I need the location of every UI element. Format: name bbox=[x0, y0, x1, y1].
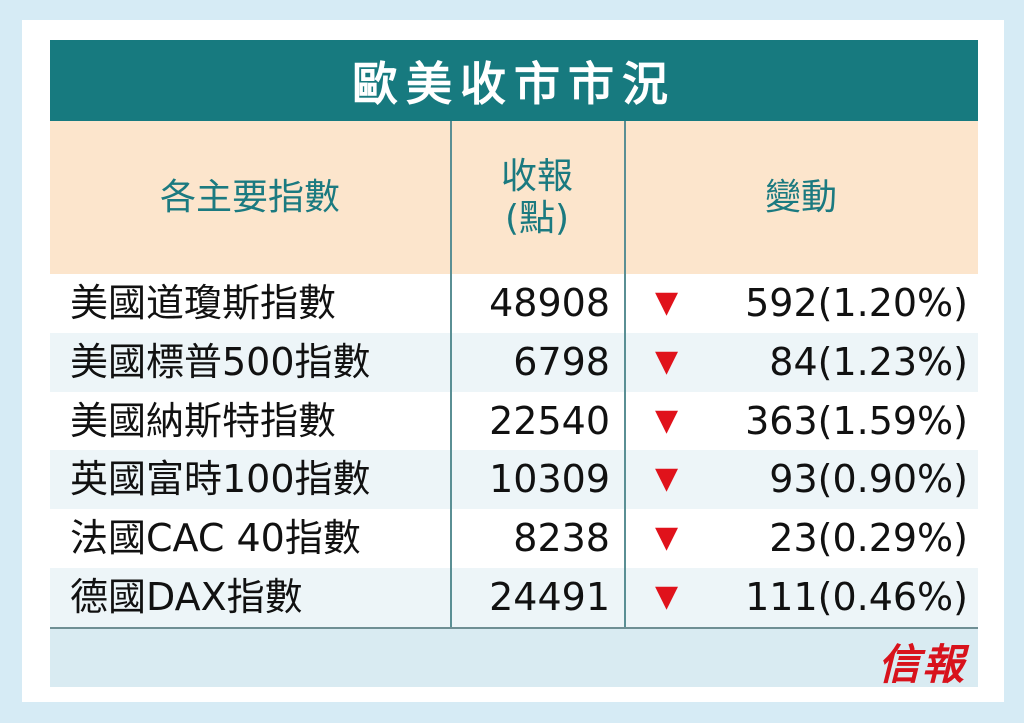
table-row: 美國納斯特指數 22540 ▼ 363(1.59%) bbox=[50, 391, 978, 451]
change-value: 363(1.59%) bbox=[745, 398, 968, 443]
down-arrow-icon: ▼ bbox=[655, 285, 679, 320]
down-arrow-icon: ▼ bbox=[655, 579, 679, 614]
index-name: 法國CAC 40指數 bbox=[70, 516, 361, 561]
header-index: 各主要指數 bbox=[50, 121, 450, 274]
close-value: 22540 bbox=[489, 398, 610, 443]
down-arrow-icon: ▼ bbox=[655, 520, 679, 556]
close-value: 24491 bbox=[489, 575, 610, 619]
header-row: 各主要指數 收報 (點) 變動 bbox=[50, 121, 978, 274]
close-value: 6798 bbox=[513, 339, 610, 384]
table-row: 法國CAC 40指數 8238 ▼ 23(0.29%) bbox=[50, 509, 978, 568]
index-name: 美國標普500指數 bbox=[70, 339, 371, 384]
table-row: 美國標普500指數 6798 ▼ 84(1.23%) bbox=[50, 332, 978, 392]
publisher-logo: 信報 bbox=[877, 640, 966, 689]
change-value: 23(0.29%) bbox=[769, 516, 968, 561]
index-name: 美國納斯特指數 bbox=[70, 398, 337, 443]
header-change-label: 變動 bbox=[764, 176, 837, 218]
close-value: 10309 bbox=[489, 457, 610, 502]
change-value: 93(0.90%) bbox=[769, 457, 968, 502]
table-row: 美國道瓊斯指數 48908 ▼ 592(1.20%) bbox=[50, 274, 978, 333]
index-name: 英國富時100指數 bbox=[70, 457, 371, 502]
footer-bar: 信報 bbox=[50, 627, 978, 689]
change-value: 592(1.20%) bbox=[745, 281, 968, 325]
header-close-label: 收報 bbox=[500, 155, 573, 197]
index-name: 德國DAX指數 bbox=[70, 575, 303, 619]
change-value: 84(1.23%) bbox=[769, 339, 968, 384]
table-title: 歐美收市市況 bbox=[352, 56, 676, 111]
down-arrow-icon: ▼ bbox=[655, 343, 679, 379]
down-arrow-icon: ▼ bbox=[655, 461, 679, 497]
change-value: 111(0.46%) bbox=[745, 575, 968, 619]
table-row: 英國富時100指數 10309 ▼ 93(0.90%) bbox=[50, 450, 978, 510]
table-row: 德國DAX指數 24491 ▼ 111(0.46%) bbox=[50, 568, 978, 627]
header-change: 變動 bbox=[624, 121, 978, 274]
close-value: 48908 bbox=[489, 281, 610, 325]
header-index-label: 各主要指數 bbox=[159, 176, 340, 218]
down-arrow-icon: ▼ bbox=[655, 402, 679, 438]
column-divider bbox=[450, 121, 452, 627]
index-name: 美國道瓊斯指數 bbox=[70, 281, 337, 325]
close-value: 8238 bbox=[513, 516, 610, 561]
column-divider bbox=[624, 121, 626, 627]
header-close: 收報 (點) bbox=[450, 121, 624, 274]
header-close-unit: (點) bbox=[504, 197, 570, 239]
market-table: 歐美收市市況 各主要指數 收報 (點) 變動 美國道瓊斯指數 48908 ▼ 5… bbox=[50, 40, 978, 689]
title-bar: 歐美收市市況 bbox=[50, 40, 978, 121]
